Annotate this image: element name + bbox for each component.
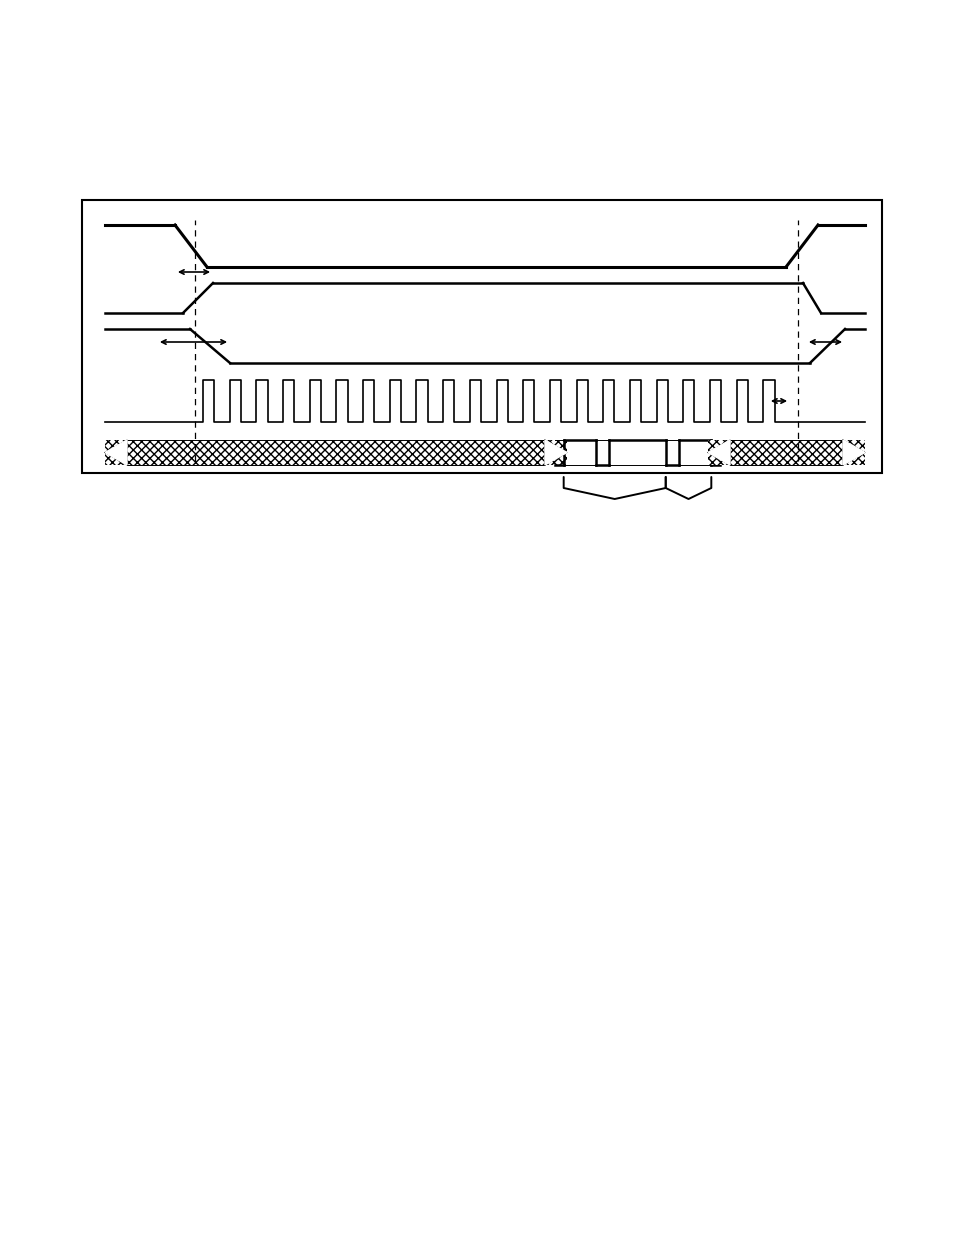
Bar: [707, 440, 864, 466]
Polygon shape: [707, 440, 729, 466]
Polygon shape: [842, 440, 864, 466]
Polygon shape: [105, 440, 127, 466]
Polygon shape: [544, 440, 566, 466]
Bar: [105, 440, 566, 466]
FancyBboxPatch shape: [82, 200, 882, 473]
